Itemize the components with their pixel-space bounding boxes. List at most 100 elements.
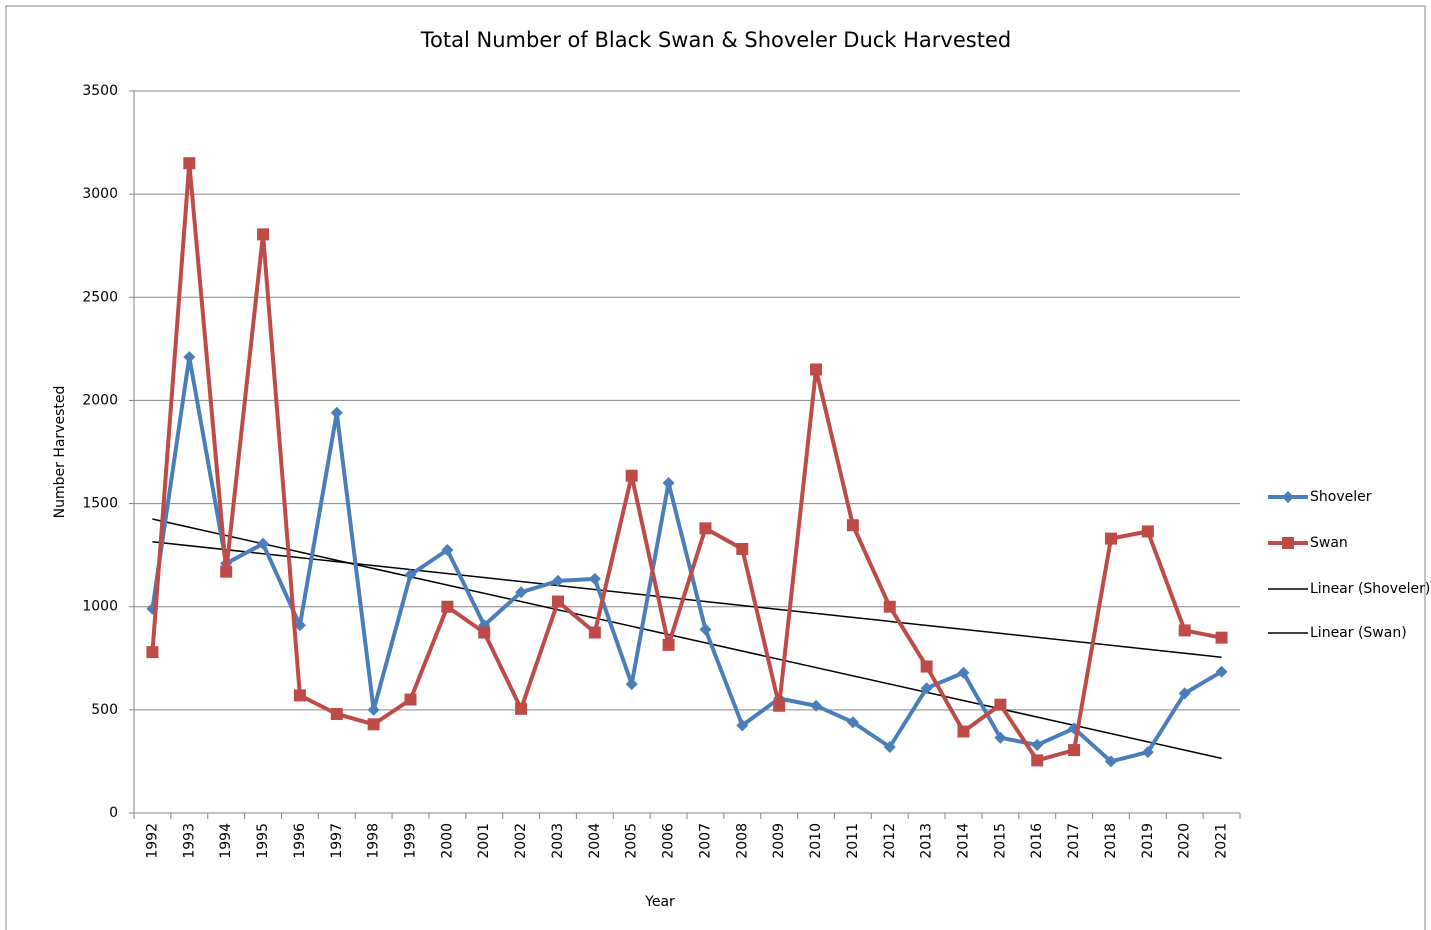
x-tick-label: 2005 [624,823,640,859]
marker [515,702,528,715]
marker [441,543,454,556]
legend-label: Swan [1310,535,1348,551]
marker [478,626,491,639]
marker [588,572,601,585]
marker [662,476,675,489]
x-tick-label: 2019 [1140,823,1156,859]
trendline [152,518,1222,760]
marker [810,699,823,712]
x-tick-label: 1993 [181,823,197,859]
x-tick-label: 2002 [513,823,529,859]
marker [330,707,343,720]
marker [846,716,859,729]
x-tick-label: 2009 [771,823,787,859]
marker [293,619,306,632]
series-line [150,161,1222,763]
y-tick-label: 3500 [82,83,118,99]
marker [404,568,417,581]
x-tick-label: 2003 [550,823,566,859]
marker [257,228,270,241]
marker [1282,491,1294,503]
x-tick-label: 1998 [366,823,382,859]
x-tick-label: 2012 [882,823,898,859]
x-tick-label: 1992 [144,823,160,859]
marker [220,565,233,578]
x-tick-label: 2008 [734,823,750,859]
marker [146,646,159,659]
marker [883,740,896,753]
y-tick-label: 3000 [82,186,118,202]
chart-frame [5,5,1426,930]
marker [846,519,859,532]
marker [1178,687,1191,700]
x-tick-label: 2004 [587,823,603,859]
y-tick-label: 2000 [82,392,118,408]
marker [551,595,564,608]
legend-label: Linear (Swan) [1310,625,1407,641]
marker [1282,537,1294,549]
x-tick-label: 2015 [992,823,1008,859]
x-tick-label: 2014 [956,823,972,859]
y-tick-label: 1000 [82,599,118,615]
marker [404,693,417,706]
x-tick-label: 1997 [329,823,345,859]
marker [441,600,454,613]
marker [699,623,712,636]
marker [736,719,749,732]
marker [1068,744,1081,757]
marker [367,718,380,731]
marker [1141,525,1154,538]
y-tick-label: 2500 [82,289,118,305]
x-tick-label: 2017 [1066,823,1082,859]
marker [551,574,564,587]
marker [736,542,749,555]
marker [1031,738,1044,751]
marker [293,689,306,702]
marker [1215,631,1228,644]
marker [588,626,601,639]
marker [957,666,970,679]
x-tick-label: 2021 [1214,823,1230,859]
x-tick-label: 1996 [292,823,308,859]
x-tick-label: 1995 [255,823,271,859]
marker [330,406,343,419]
marker [367,703,380,716]
x-tick-label: 2013 [919,823,935,859]
x-tick-label: 2010 [808,823,824,859]
marker [920,682,933,695]
marker [957,725,970,738]
marker [183,351,196,364]
marker [1215,665,1228,678]
chart-title: Total Number of Black Swan & Shoveler Du… [420,28,1011,52]
marker [1031,754,1044,767]
x-tick-label: 1994 [218,823,234,859]
x-tick-label: 1999 [403,823,419,859]
marker [920,660,933,673]
y-tick-label: 500 [91,702,118,718]
y-tick-label: 0 [109,805,118,821]
marker [1104,755,1117,768]
marker [994,698,1007,711]
x-axis-title: Year [644,894,675,910]
marker [1104,532,1117,545]
series-line [150,355,1223,764]
x-tick-label: 2007 [697,823,713,859]
legend-label: Linear (Shoveler) [1310,581,1430,597]
x-tick-label: 2006 [661,823,677,859]
marker [625,678,638,691]
marker [773,699,786,712]
marker [1178,624,1191,637]
marker [625,469,638,482]
x-tick-label: 2018 [1103,823,1119,859]
marker [810,363,823,376]
y-tick-label: 1500 [82,496,118,512]
marker [257,537,270,550]
y-axis-title: Number Harvested [52,386,68,519]
x-tick-label: 2001 [476,823,492,859]
trendline [152,540,1222,658]
x-tick-label: 2020 [1177,823,1193,859]
x-tick-label: 2000 [439,823,455,859]
marker [183,157,196,170]
x-tick-label: 2011 [845,823,861,859]
